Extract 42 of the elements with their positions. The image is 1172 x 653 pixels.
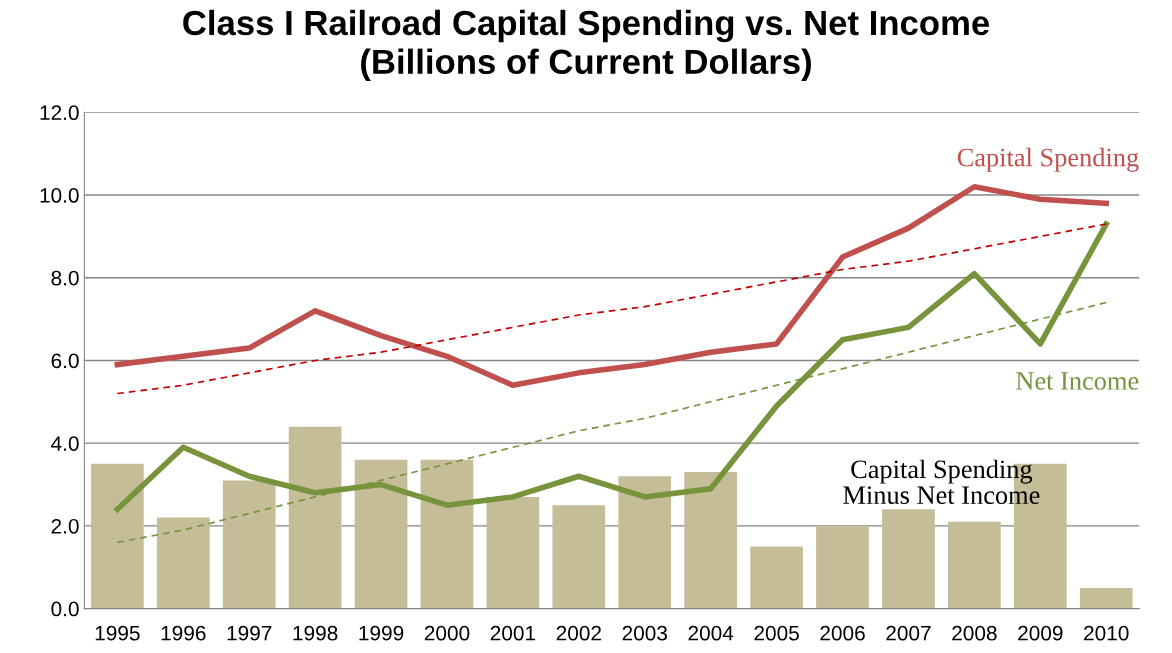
bar <box>156 517 210 609</box>
y-tick-label: 4.0 <box>51 436 79 451</box>
y-tick-label: 0.0 <box>51 601 79 617</box>
y-tick-label: 8.0 <box>51 270 79 286</box>
x-tick-label: 2005 <box>754 625 799 641</box>
bar <box>750 546 803 609</box>
bar <box>1079 587 1133 609</box>
bar <box>684 472 738 609</box>
series-label: Capital Spending Minus Net Income <box>843 459 1040 505</box>
x-tick-label: 1998 <box>293 625 338 641</box>
x-tick-label: 1995 <box>95 625 140 641</box>
bar <box>288 426 342 609</box>
bar <box>420 459 474 609</box>
bar <box>354 459 408 609</box>
bar <box>816 525 869 609</box>
bar <box>90 463 144 609</box>
x-tick-label: 2010 <box>1084 625 1129 641</box>
bar <box>882 509 935 609</box>
x-tick-label: 2002 <box>556 625 601 641</box>
x-tick-label: 1996 <box>161 625 206 641</box>
bar <box>552 505 606 609</box>
series-label: Capital Spending <box>957 147 1139 172</box>
x-tick-label: 1997 <box>227 625 272 641</box>
bar <box>222 480 276 609</box>
x-tick-label: 2001 <box>490 625 536 641</box>
bar <box>618 476 672 609</box>
x-tick-label: 2006 <box>820 625 865 641</box>
y-tick-label: 2.0 <box>51 518 79 534</box>
series-label: Net Income <box>1016 372 1139 390</box>
x-tick-label: 2008 <box>952 625 997 641</box>
bar <box>948 521 1001 609</box>
x-tick-label: 2009 <box>1018 625 1063 641</box>
x-tick-label: 2004 <box>688 625 734 641</box>
y-tick-label: 10.0 <box>40 188 79 203</box>
x-tick-label: 2000 <box>424 625 470 641</box>
chart-title: Class I Railroad Capital Spending vs. Net Income (Billions of Current Dollars) <box>183 9 990 81</box>
x-tick-label: 2007 <box>886 625 931 641</box>
x-tick-label: 2003 <box>622 625 668 641</box>
bar <box>486 496 540 609</box>
y-tick-label: 6.0 <box>51 353 79 369</box>
x-tick-label: 1999 <box>359 625 404 641</box>
y-tick-label: 12.0 <box>40 105 79 121</box>
